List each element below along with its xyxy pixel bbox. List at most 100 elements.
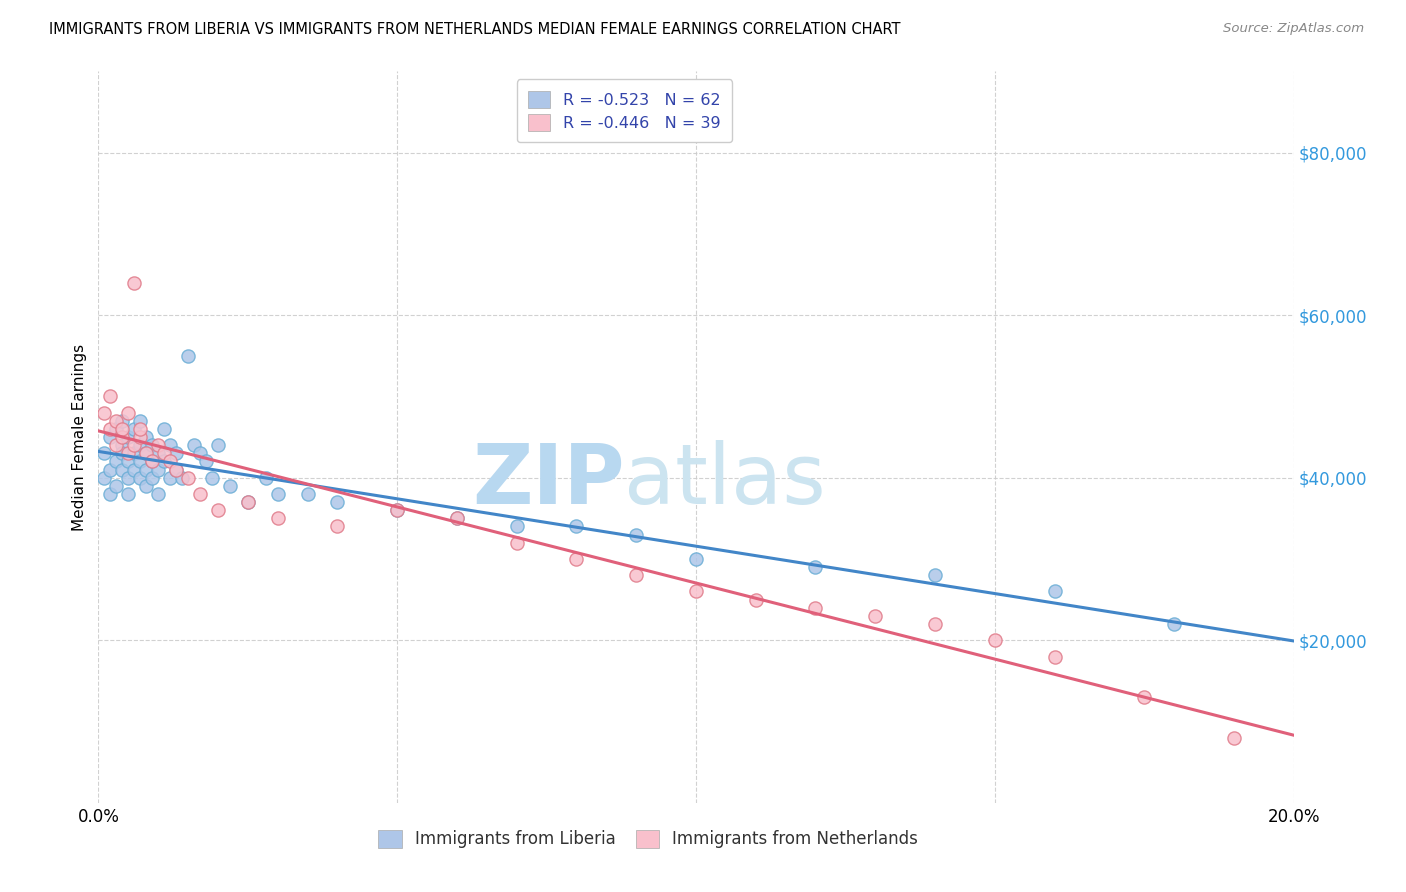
Point: [685, 584, 707, 599]
Point: [297, 487, 319, 501]
Point: [626, 568, 648, 582]
Point: [124, 462, 146, 476]
Point: [117, 471, 139, 485]
Point: [111, 422, 134, 436]
Point: [1133, 690, 1156, 705]
Point: [804, 600, 827, 615]
Point: [93, 471, 115, 485]
Legend: Immigrants from Liberia, Immigrants from Netherlands: Immigrants from Liberia, Immigrants from…: [370, 822, 927, 856]
Point: [124, 276, 146, 290]
Point: [141, 471, 163, 485]
Point: [105, 414, 128, 428]
Point: [188, 487, 211, 501]
Point: [129, 430, 152, 444]
Point: [135, 462, 157, 476]
Point: [117, 446, 139, 460]
Point: [165, 462, 187, 476]
Point: [124, 446, 146, 460]
Text: ZIP: ZIP: [472, 441, 624, 522]
Text: Source: ZipAtlas.com: Source: ZipAtlas.com: [1223, 22, 1364, 36]
Point: [804, 560, 827, 574]
Point: [183, 438, 205, 452]
Point: [124, 438, 146, 452]
Point: [188, 446, 211, 460]
Point: [93, 446, 115, 460]
Point: [172, 471, 194, 485]
Point: [984, 633, 1007, 648]
Point: [159, 438, 181, 452]
Point: [267, 511, 290, 525]
Point: [153, 422, 176, 436]
Point: [129, 414, 152, 428]
Point: [141, 438, 163, 452]
Point: [506, 519, 529, 533]
Point: [446, 511, 468, 525]
Point: [141, 454, 163, 468]
Point: [177, 349, 200, 363]
Point: [201, 471, 224, 485]
Point: [129, 438, 152, 452]
Point: [111, 438, 134, 452]
Point: [148, 446, 170, 460]
Point: [1223, 731, 1246, 745]
Point: [165, 446, 187, 460]
Point: [117, 406, 139, 420]
Text: atlas: atlas: [624, 441, 825, 522]
Point: [326, 495, 349, 509]
Point: [159, 471, 181, 485]
Point: [207, 438, 229, 452]
Point: [446, 511, 468, 525]
Point: [105, 454, 128, 468]
Point: [98, 462, 122, 476]
Point: [98, 430, 122, 444]
Point: [254, 471, 277, 485]
Point: [117, 430, 139, 444]
Point: [153, 446, 176, 460]
Point: [117, 487, 139, 501]
Point: [135, 446, 157, 460]
Point: [565, 519, 588, 533]
Text: IMMIGRANTS FROM LIBERIA VS IMMIGRANTS FROM NETHERLANDS MEDIAN FEMALE EARNINGS CO: IMMIGRANTS FROM LIBERIA VS IMMIGRANTS FR…: [49, 22, 901, 37]
Point: [129, 422, 152, 436]
Point: [135, 430, 157, 444]
Point: [745, 592, 768, 607]
Point: [148, 462, 170, 476]
Point: [129, 471, 152, 485]
Point: [207, 503, 229, 517]
Point: [153, 454, 176, 468]
Point: [98, 422, 122, 436]
Point: [159, 454, 181, 468]
Point: [148, 487, 170, 501]
Point: [135, 446, 157, 460]
Point: [177, 471, 200, 485]
Point: [105, 479, 128, 493]
Point: [105, 438, 128, 452]
Point: [385, 503, 409, 517]
Point: [98, 487, 122, 501]
Point: [924, 617, 946, 632]
Point: [148, 438, 170, 452]
Point: [98, 389, 122, 403]
Point: [267, 487, 290, 501]
Point: [117, 454, 139, 468]
Point: [111, 414, 134, 428]
Point: [385, 503, 409, 517]
Point: [236, 495, 259, 509]
Y-axis label: Median Female Earnings: Median Female Earnings: [72, 343, 87, 531]
Point: [135, 479, 157, 493]
Point: [626, 527, 648, 541]
Point: [506, 535, 529, 549]
Point: [565, 552, 588, 566]
Point: [141, 454, 163, 468]
Point: [924, 568, 946, 582]
Point: [111, 462, 134, 476]
Point: [93, 406, 115, 420]
Point: [1043, 584, 1066, 599]
Point: [195, 454, 218, 468]
Point: [219, 479, 242, 493]
Point: [111, 430, 134, 444]
Point: [129, 454, 152, 468]
Point: [1163, 617, 1185, 632]
Point: [105, 422, 128, 436]
Point: [1043, 649, 1066, 664]
